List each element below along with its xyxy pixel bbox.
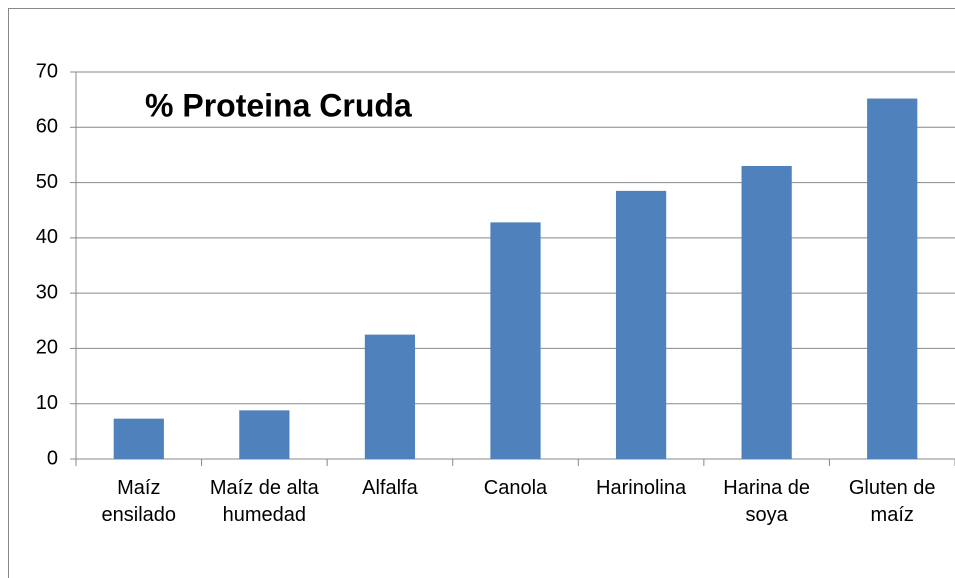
y-tick-label: 30 <box>36 281 58 303</box>
x-tick-label: Harina de soya <box>723 477 810 526</box>
bar <box>239 410 290 459</box>
x-tick-label: Maíz ensilado <box>101 477 177 526</box>
x-tick-label: Harinolina <box>596 477 687 499</box>
chart-border <box>8 8 955 578</box>
bar <box>364 334 416 459</box>
x-tick-label: Canola <box>483 477 548 499</box>
y-tick-label: 60 <box>36 116 58 138</box>
y-tick-label: 70 <box>36 60 58 82</box>
bar <box>615 190 667 459</box>
y-tick-label: 0 <box>47 447 58 469</box>
x-tick-label: Gluten de maíz <box>848 477 936 526</box>
y-tick-label: 10 <box>36 392 58 414</box>
y-tick-label: 20 <box>36 337 58 359</box>
x-tick-label: Alfalfa <box>362 477 418 499</box>
chart-title: % Proteina Cruda <box>145 87 412 123</box>
y-tick-label: 50 <box>36 171 58 193</box>
y-tick-label: 40 <box>36 226 58 248</box>
x-tick-label: Maíz de alta humedad <box>209 477 319 526</box>
bar <box>867 98 918 459</box>
bar <box>113 418 164 459</box>
bar <box>490 222 541 459</box>
bar <box>741 165 792 459</box>
